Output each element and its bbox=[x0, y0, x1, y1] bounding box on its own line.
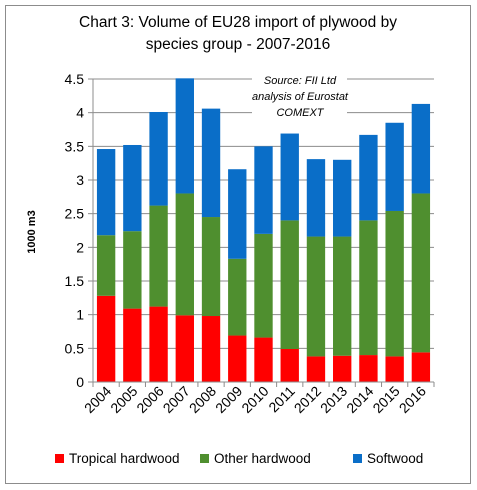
y-tick-label: 2 bbox=[76, 239, 84, 255]
bar-segment bbox=[333, 159, 352, 237]
y-tick-label: 1.5 bbox=[65, 273, 85, 289]
bar-segment bbox=[175, 78, 194, 194]
source-annotation-box bbox=[252, 70, 347, 122]
bar-segment bbox=[280, 220, 299, 350]
x-tick-label: 2011 bbox=[265, 383, 298, 416]
x-tick-label: 2005 bbox=[107, 383, 140, 416]
bar-segment bbox=[254, 233, 273, 338]
bars bbox=[96, 78, 431, 382]
bar-segment bbox=[123, 308, 142, 382]
bar-segment bbox=[254, 146, 273, 234]
legend-label: Softwood bbox=[367, 451, 423, 466]
bar-segment bbox=[96, 235, 116, 296]
x-tick-label: 2008 bbox=[186, 383, 219, 416]
y-tick-label: 0 bbox=[76, 374, 84, 390]
bar-segment bbox=[175, 315, 194, 382]
bar-segment bbox=[254, 337, 273, 382]
bar-segment bbox=[385, 122, 404, 211]
bar-segment bbox=[175, 193, 194, 316]
legend-label: Tropical hardwood bbox=[69, 451, 180, 466]
bar-segment bbox=[385, 210, 404, 357]
chart-title-line-2: species group - 2007-2016 bbox=[146, 36, 330, 53]
bar-segment bbox=[333, 236, 352, 356]
source-annotation-line-2: analysis of Eurostat bbox=[252, 91, 349, 103]
y-tick-label: 3.5 bbox=[65, 138, 85, 154]
bar-segment bbox=[306, 356, 326, 382]
bar-segment bbox=[201, 217, 221, 317]
axes bbox=[88, 78, 435, 387]
bar-segment bbox=[123, 144, 142, 232]
bar-segment bbox=[359, 355, 378, 382]
bar-segment bbox=[280, 349, 299, 382]
bar-segment bbox=[333, 355, 352, 382]
bar-segment bbox=[306, 236, 326, 357]
bar-segment bbox=[306, 159, 326, 237]
x-tick-label: 2009 bbox=[212, 383, 245, 416]
x-tick-label: 2007 bbox=[160, 383, 193, 416]
x-tick-label: 2015 bbox=[369, 383, 402, 416]
source-annotation-line-1: Source: FII Ltd bbox=[264, 75, 337, 87]
legend-swatch bbox=[200, 454, 209, 463]
chart-title-line-1: Chart 3: Volume of EU28 import of plywoo… bbox=[79, 14, 397, 31]
bar-segment bbox=[228, 335, 247, 382]
source-annotation-line-3: COMEXT bbox=[276, 107, 324, 119]
x-tick-label: 2010 bbox=[238, 383, 271, 416]
y-tick-label: 4.5 bbox=[65, 71, 85, 87]
bar-segment bbox=[96, 295, 116, 382]
y-tick-label: 0.5 bbox=[65, 340, 85, 356]
y-tick-label: 1 bbox=[76, 307, 84, 323]
legend-swatch bbox=[55, 454, 64, 463]
y-tick-label: 3 bbox=[76, 172, 84, 188]
bar-segment bbox=[359, 134, 378, 221]
x-tick-label: 2013 bbox=[317, 383, 350, 416]
bar-segment bbox=[359, 220, 378, 356]
bar-segment bbox=[201, 108, 221, 218]
bar-segment bbox=[411, 103, 431, 194]
legend-swatch bbox=[353, 454, 362, 463]
bar-segment bbox=[149, 111, 168, 206]
x-tick-label: 2014 bbox=[343, 383, 376, 416]
bar-segment bbox=[149, 205, 168, 307]
x-tick-label: 2016 bbox=[396, 383, 429, 416]
bar-segment bbox=[149, 306, 168, 382]
bar-segment bbox=[385, 356, 404, 382]
bar-segment bbox=[123, 231, 142, 309]
bar-segment bbox=[228, 169, 247, 259]
legend: Tropical hardwood Other hardwood Softwood bbox=[55, 451, 423, 466]
bar-segment bbox=[411, 193, 431, 353]
bar-segment bbox=[280, 133, 299, 221]
bar-segment bbox=[201, 316, 221, 382]
y-tick-label: 4 bbox=[76, 105, 84, 121]
bar-segment bbox=[228, 258, 247, 336]
bar-segment bbox=[411, 352, 431, 382]
x-tick-label: 2012 bbox=[291, 383, 324, 416]
x-tick-label: 2006 bbox=[133, 383, 166, 416]
legend-label: Other hardwood bbox=[214, 451, 311, 466]
y-axis-label: 1000 m3 bbox=[26, 210, 38, 253]
y-tick-label: 2.5 bbox=[65, 206, 85, 222]
bar-segment bbox=[96, 149, 116, 236]
x-tick-label: 2004 bbox=[81, 383, 114, 416]
